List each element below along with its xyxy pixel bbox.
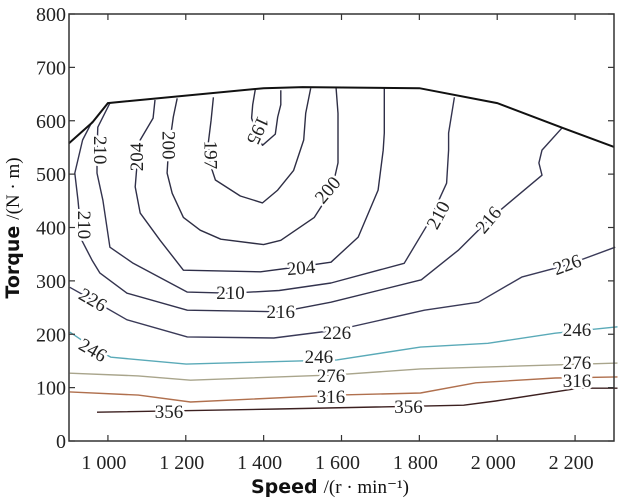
contour-label: 226 (550, 251, 584, 280)
y-axis-label-unit: /(N · m) (3, 157, 24, 219)
y-tick-label: 700 (36, 57, 66, 79)
x-axis-label-name: Speed (251, 476, 318, 498)
contour-label: 200 (311, 173, 345, 208)
contour-label: 210 (73, 211, 94, 240)
contour-label: 210 (216, 283, 245, 304)
contour-label: 316 (317, 387, 346, 408)
y-tick-label: 800 (36, 4, 66, 26)
contour-label: 276 (317, 366, 346, 387)
contour-label: 204 (286, 257, 317, 280)
y-tick-label: 600 (36, 111, 66, 133)
contour-label: 226 (323, 323, 352, 344)
contour-210 (96, 97, 456, 294)
contour-label: 356 (394, 397, 423, 418)
contour-356 (96, 387, 618, 413)
x-axis-label-unit: /(r · min⁻¹) (324, 477, 409, 498)
contour-label: 210 (423, 198, 455, 233)
max-torque-boundary (68, 86, 615, 148)
x-tick-label: 1 200 (159, 452, 204, 474)
x-axis-label: Speed /(r · min⁻¹) (251, 476, 409, 498)
y-tick-label: 500 (36, 164, 66, 186)
contour-label: 204 (127, 142, 148, 171)
contour-label: 216 (267, 302, 296, 323)
x-tick-label: 1 000 (81, 452, 126, 474)
contour-label: 226 (75, 284, 110, 316)
contour-lines (69, 88, 618, 413)
y-axis-label: Torque /(N · m) (2, 157, 24, 298)
y-axis: 0 100 200 300 400 500 600 700 800 (36, 4, 614, 453)
contour-216 (74, 121, 563, 313)
x-axis: 1 000 1 200 1 400 1 600 1 800 2 000 2 200 (81, 14, 594, 474)
contour-label: 195 (242, 113, 273, 148)
x-tick-label: 2 000 (471, 452, 516, 474)
contour-316 (69, 376, 618, 403)
contour-label: 200 (157, 131, 178, 160)
contour-204 (134, 88, 385, 273)
y-tick-label: 200 (36, 324, 66, 346)
x-tick-label: 1 600 (315, 452, 360, 474)
contour-label: 210 (89, 136, 110, 165)
y-tick-label: 0 (56, 431, 66, 453)
x-tick-label: 1 800 (393, 452, 438, 474)
y-tick-label: 400 (36, 218, 66, 240)
contour-276 (69, 362, 618, 381)
x-tick-label: 1 400 (237, 452, 282, 474)
contour-200 (166, 88, 339, 246)
contour-226 (69, 246, 616, 339)
contour-label: 216 (472, 203, 506, 238)
y-tick-label: 300 (36, 271, 66, 293)
contour-label: 276 (563, 353, 592, 374)
y-tick-label: 100 (36, 378, 66, 400)
contour-label: 246 (563, 320, 592, 341)
contour-label: 246 (305, 347, 334, 368)
y-axis-label-name: Torque (2, 226, 24, 299)
contour-195 (250, 88, 282, 146)
x-tick-label: 2 200 (549, 452, 594, 474)
contour-label: 316 (563, 371, 592, 392)
contour-197 (207, 88, 312, 204)
contour-label: 356 (155, 402, 184, 423)
contour-label: 197 (199, 141, 220, 170)
contour-246 (69, 326, 618, 365)
